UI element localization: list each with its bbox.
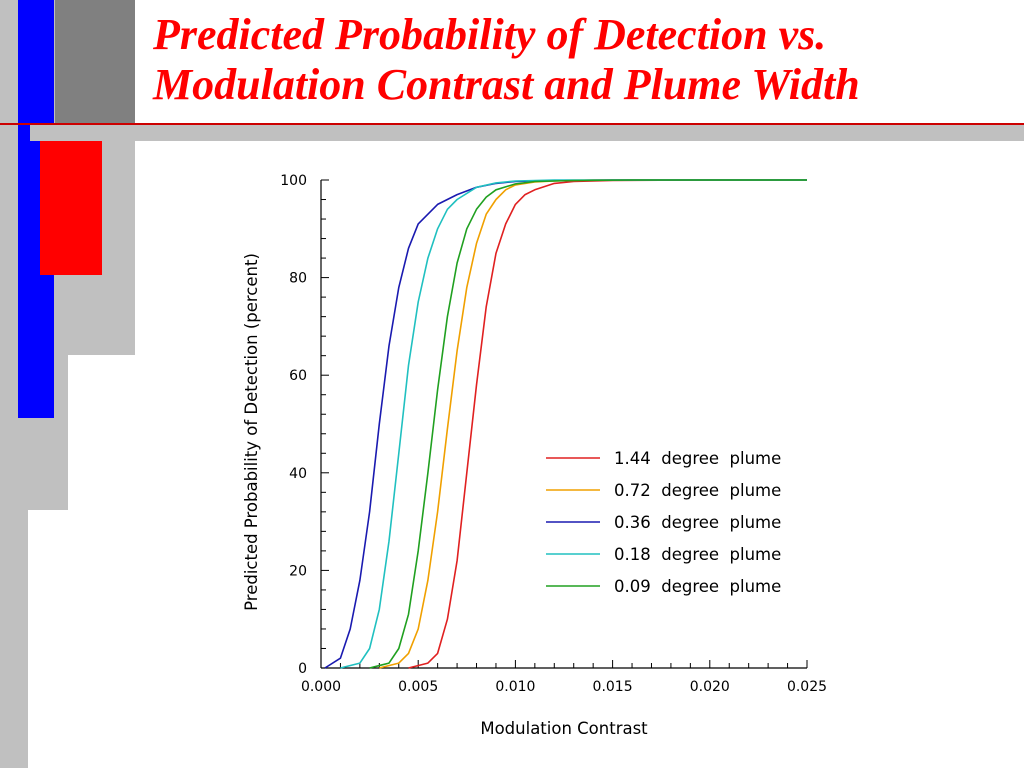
y-tick-label: 0: [298, 661, 307, 677]
y-tick-label: 100: [280, 173, 307, 189]
legend-label-1: 1.44 degree plume: [614, 449, 781, 468]
red-accent-rect: [40, 141, 102, 275]
series-line-1: [408, 179, 807, 669]
y-tick-label: 40: [289, 466, 307, 482]
detection-chart: 0.000 0.005 0.010 0.015 0.020 0.025 0 20 40 60 80 1…: [242, 173, 827, 738]
x-tick-label: 0.015: [593, 679, 633, 695]
x-tick-label: 0.000: [301, 679, 341, 695]
chart-legend: 1.44 degree plume 0.72 degree plume 0.36 d…: [546, 449, 781, 596]
x-tick-label: 0.025: [787, 679, 827, 695]
series-line-5: [369, 179, 807, 669]
gray-title-band: [30, 125, 1024, 141]
x-tick-label: 0.020: [690, 679, 730, 695]
title-rule: [0, 123, 1024, 125]
slide-title: Predicted Probability of Detection vs. M…: [153, 10, 1013, 110]
legend-label-4: 0.18 degree plume: [614, 545, 781, 564]
y-axis-title: Predicted Probability of Detection (perc…: [242, 253, 261, 611]
legend-label-2: 0.72 degree plume: [614, 481, 781, 500]
series-line-4: [340, 179, 807, 669]
slide-title-line-1: Predicted Probability of Detection vs.: [153, 10, 827, 59]
y-tick-label: 60: [289, 368, 307, 384]
legend-label-5: 0.09 degree plume: [614, 577, 781, 596]
dark-gray-block: [55, 0, 135, 124]
x-tick-label: 0.005: [398, 679, 438, 695]
x-tick-label: 0.010: [495, 679, 535, 695]
y-tick-label: 80: [289, 271, 307, 287]
legend-label-3: 0.36 degree plume: [614, 513, 781, 532]
chart-axes: [320, 180, 807, 669]
chart-lines: [324, 179, 807, 669]
x-axis-title: Modulation Contrast: [480, 719, 648, 738]
slide-title-line-2: Modulation Contrast and Plume Width: [153, 60, 860, 109]
chart-ticks: 0.000 0.005 0.010 0.015 0.020 0.025 0 20 40 60 80 1…: [280, 173, 827, 695]
y-tick-label: 20: [289, 563, 307, 579]
